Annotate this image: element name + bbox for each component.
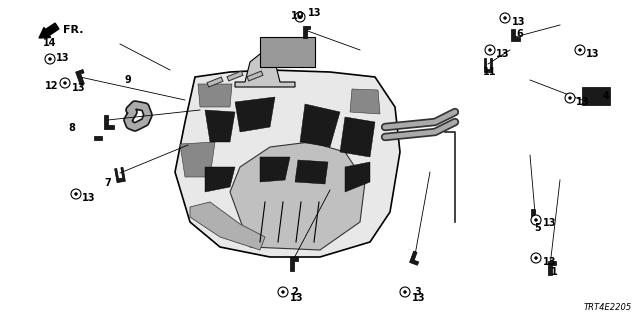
Polygon shape: [340, 117, 375, 157]
Polygon shape: [94, 136, 102, 140]
Polygon shape: [235, 54, 295, 87]
Polygon shape: [205, 110, 235, 142]
Text: 8: 8: [68, 123, 76, 133]
Circle shape: [531, 253, 541, 263]
Text: 9: 9: [125, 75, 131, 85]
Bar: [582, 87, 610, 105]
Circle shape: [531, 215, 541, 225]
Circle shape: [45, 54, 55, 64]
Text: 5: 5: [534, 223, 541, 233]
Circle shape: [488, 49, 492, 52]
Text: 13: 13: [496, 49, 509, 59]
Text: 2: 2: [292, 287, 298, 297]
Text: FR.: FR.: [63, 25, 83, 35]
Text: 13: 13: [72, 83, 86, 93]
Text: 13: 13: [512, 17, 525, 27]
Polygon shape: [198, 84, 232, 107]
Polygon shape: [511, 29, 520, 41]
Text: 12: 12: [45, 81, 59, 91]
Polygon shape: [190, 202, 265, 250]
Text: 1: 1: [550, 267, 557, 277]
Circle shape: [282, 291, 285, 293]
Polygon shape: [290, 257, 298, 271]
Circle shape: [403, 291, 406, 293]
Circle shape: [534, 219, 538, 221]
Circle shape: [71, 189, 81, 199]
Polygon shape: [175, 70, 400, 257]
Circle shape: [60, 78, 70, 88]
Circle shape: [278, 287, 288, 297]
Circle shape: [74, 193, 77, 196]
Circle shape: [579, 49, 582, 52]
Text: 10: 10: [291, 11, 305, 21]
Text: 13: 13: [56, 53, 70, 63]
Text: 13: 13: [586, 49, 600, 59]
Polygon shape: [410, 251, 419, 265]
Polygon shape: [230, 142, 365, 250]
Text: 13: 13: [290, 293, 303, 303]
Polygon shape: [531, 209, 540, 221]
Polygon shape: [115, 167, 125, 183]
Circle shape: [295, 12, 305, 22]
Polygon shape: [76, 69, 84, 85]
Polygon shape: [350, 89, 380, 114]
Circle shape: [49, 58, 51, 60]
Text: 7: 7: [104, 178, 111, 188]
Circle shape: [298, 15, 301, 19]
Text: 13: 13: [543, 257, 557, 267]
Circle shape: [534, 257, 538, 260]
Text: 11: 11: [483, 67, 497, 77]
FancyArrow shape: [39, 23, 59, 38]
Polygon shape: [260, 157, 290, 182]
Polygon shape: [548, 261, 556, 275]
Circle shape: [504, 17, 506, 20]
Polygon shape: [484, 58, 492, 72]
Polygon shape: [300, 104, 340, 147]
Circle shape: [568, 97, 572, 100]
Text: 13: 13: [543, 218, 557, 228]
Polygon shape: [180, 142, 215, 177]
Circle shape: [500, 13, 510, 23]
Text: 6: 6: [516, 29, 524, 39]
Text: 13: 13: [308, 8, 321, 18]
Text: 13: 13: [412, 293, 426, 303]
Polygon shape: [295, 160, 328, 184]
Circle shape: [565, 93, 575, 103]
Polygon shape: [303, 26, 310, 38]
Bar: [260, 37, 315, 67]
Circle shape: [63, 82, 67, 84]
Circle shape: [400, 287, 410, 297]
Text: 13: 13: [82, 193, 95, 203]
Text: 13: 13: [576, 97, 589, 107]
Polygon shape: [345, 162, 370, 192]
Circle shape: [575, 45, 585, 55]
Text: TRT4E2205: TRT4E2205: [584, 303, 632, 312]
Polygon shape: [235, 97, 275, 132]
Polygon shape: [205, 167, 235, 192]
Circle shape: [485, 45, 495, 55]
Polygon shape: [104, 115, 114, 129]
Text: 4: 4: [603, 91, 609, 101]
Text: 14: 14: [44, 38, 57, 48]
Text: 3: 3: [415, 287, 421, 297]
